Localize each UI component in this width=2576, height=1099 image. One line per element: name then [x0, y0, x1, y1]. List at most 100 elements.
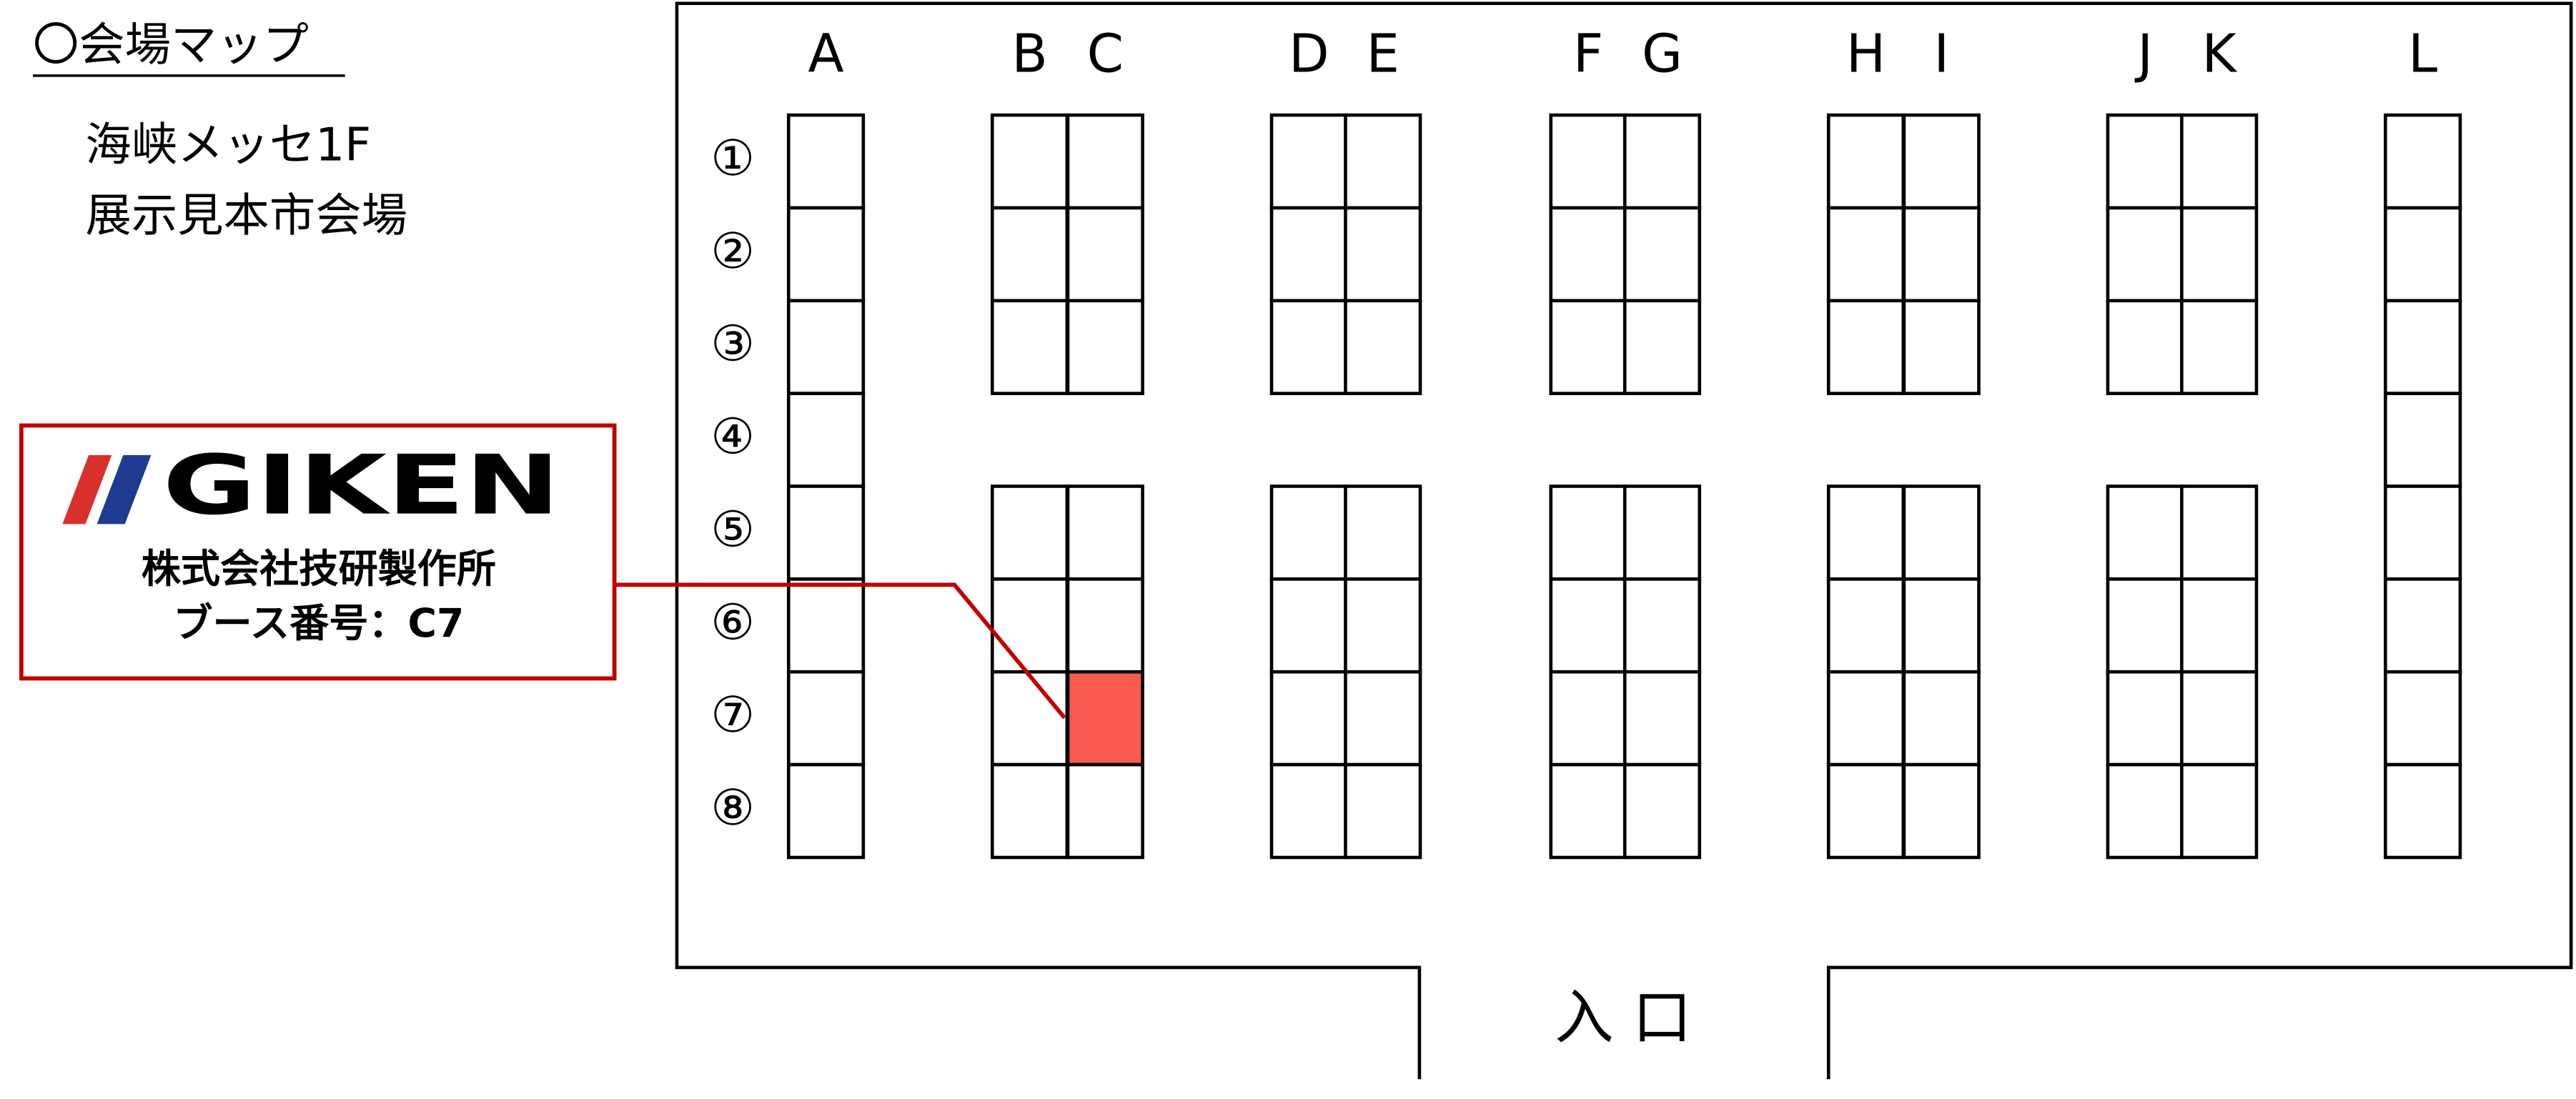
booth — [2180, 113, 2259, 210]
row-label: ⑤ — [710, 501, 755, 558]
booth-highlight — [1066, 670, 1144, 767]
entrance-label: 入 口 — [1555, 983, 1692, 1052]
row-label: ⑧ — [710, 780, 755, 837]
booth — [1826, 577, 1906, 674]
column-label: J — [2134, 24, 2153, 85]
booth — [1623, 206, 1702, 303]
booth — [1549, 670, 1628, 767]
column-label: G — [1642, 24, 1683, 85]
booth — [1623, 762, 1702, 860]
booth — [990, 206, 1069, 303]
booth — [2106, 206, 2184, 303]
booth — [1623, 670, 1702, 767]
row-label: ④ — [710, 409, 755, 466]
booth — [1826, 113, 1906, 210]
booth — [2384, 484, 2462, 581]
booth — [2106, 484, 2184, 581]
column-label: H — [1846, 24, 1886, 85]
row-label: ③ — [710, 316, 755, 373]
booth — [1344, 762, 1422, 860]
booth — [1623, 484, 1702, 581]
booth — [1902, 299, 1981, 395]
company-name: 株式会社技研製作所 — [142, 547, 496, 592]
column-label: F — [1573, 24, 1603, 85]
booth — [1269, 670, 1348, 767]
booth — [1623, 577, 1702, 674]
booth — [786, 484, 866, 581]
booth — [2384, 299, 2462, 395]
booth — [1902, 206, 1981, 303]
booth — [786, 392, 866, 488]
booth — [2106, 113, 2184, 210]
venue-hall: 展示見本市会場 — [86, 189, 407, 242]
booth — [2180, 484, 2259, 581]
booth — [1269, 113, 1348, 210]
column-label: D — [1289, 24, 1329, 85]
booth — [2384, 392, 2462, 488]
booth — [1344, 299, 1422, 395]
booth — [1826, 670, 1906, 767]
booth — [786, 206, 866, 303]
column-label: L — [2408, 24, 2437, 85]
booth — [786, 762, 866, 860]
booth — [2180, 206, 2259, 303]
booth — [2106, 299, 2184, 395]
booth — [1902, 484, 1981, 581]
booth — [1902, 577, 1981, 674]
booth — [1066, 206, 1144, 303]
booth — [1826, 299, 1906, 395]
booth-grid: A B C D E F G H I J K L ① ② ③ ④ ⑤ ⑥ ⑦ ⑧ — [710, 24, 2462, 860]
booth — [1269, 484, 1348, 581]
booth — [2384, 206, 2462, 303]
column-label: C — [1087, 24, 1124, 85]
booth — [1066, 762, 1144, 860]
row-label: ② — [710, 223, 755, 280]
booth — [1623, 113, 1702, 210]
booth — [990, 113, 1069, 210]
booth — [2180, 670, 2259, 767]
booth — [786, 670, 866, 767]
booth — [2384, 113, 2462, 210]
booth — [1269, 577, 1348, 674]
booth — [2384, 670, 2462, 767]
booth — [1066, 113, 1144, 210]
booth — [990, 484, 1069, 581]
booth — [1549, 762, 1628, 860]
map-title: 〇会場マップ — [33, 18, 309, 71]
booth — [1549, 113, 1628, 210]
booth — [1066, 484, 1144, 581]
booth — [1066, 299, 1144, 395]
booth — [990, 762, 1069, 860]
booth — [1269, 762, 1348, 860]
booth — [1344, 113, 1422, 210]
column-label: K — [2202, 24, 2238, 85]
booth — [2180, 762, 2259, 860]
booth — [2384, 577, 2462, 674]
column-label: E — [1366, 24, 1399, 85]
booth — [990, 670, 1069, 767]
booth — [1344, 577, 1422, 674]
booth — [1066, 577, 1144, 674]
booth-number: ブース番号：C7 — [173, 601, 464, 647]
callout-leader — [614, 582, 1066, 720]
booth — [1549, 206, 1628, 303]
booth — [990, 577, 1069, 674]
booth — [1344, 484, 1422, 581]
booth — [786, 113, 866, 210]
booth — [786, 577, 866, 674]
venue-name: 海峡メッセ1F — [86, 119, 372, 172]
booth — [1549, 577, 1628, 674]
booth — [1902, 113, 1981, 210]
row-label: ⑦ — [710, 687, 755, 744]
booth — [2106, 577, 2184, 674]
booth — [2106, 670, 2184, 767]
booth — [2384, 762, 2462, 860]
booth — [1902, 762, 1981, 860]
row-label: ① — [710, 130, 755, 187]
column-label: A — [808, 24, 843, 85]
booth — [786, 299, 866, 395]
booth — [1826, 762, 1906, 860]
logo-text: GIKEN — [163, 438, 560, 534]
